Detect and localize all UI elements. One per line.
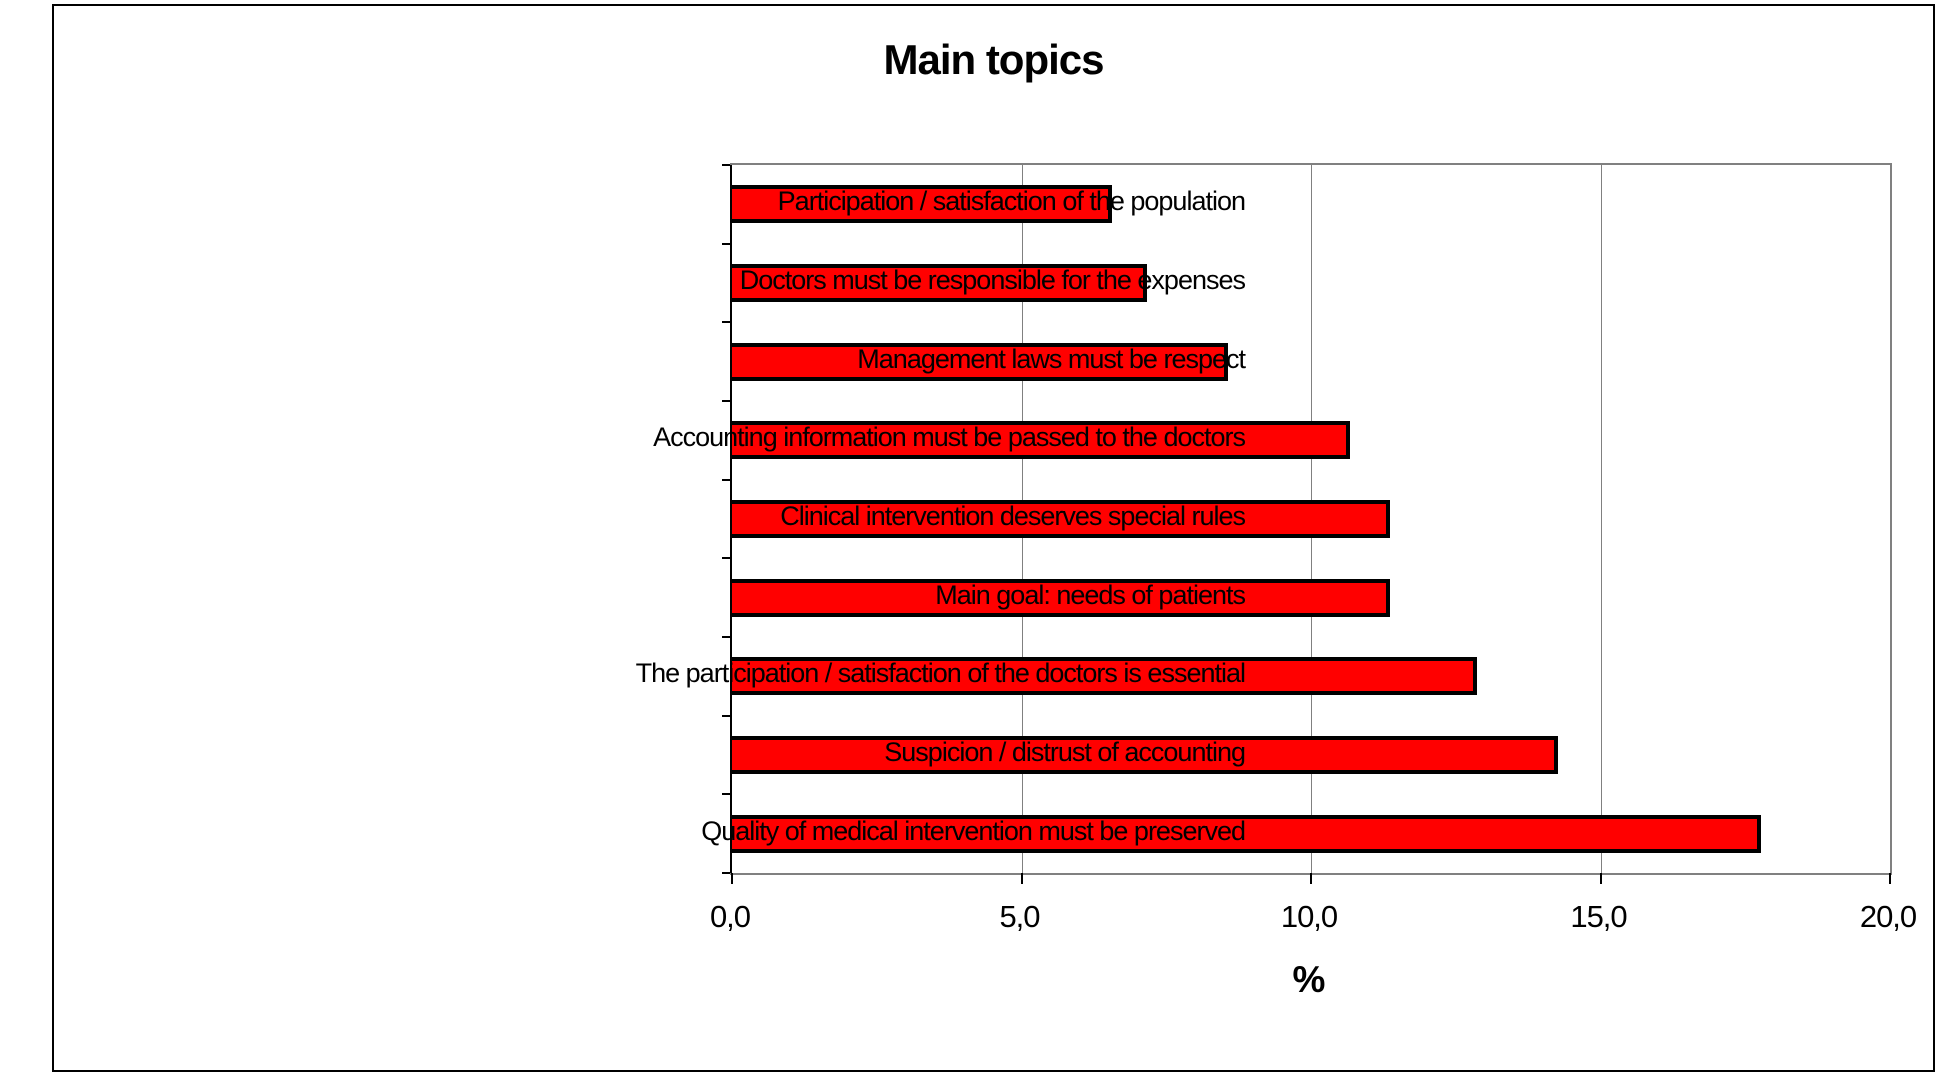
category-tick <box>722 164 730 166</box>
value-tick <box>1599 873 1602 884</box>
bar <box>732 814 1761 853</box>
value-tick-label: 0,0 <box>709 899 751 934</box>
bar <box>732 657 1478 696</box>
bar <box>732 342 1229 381</box>
category-tick <box>722 557 730 560</box>
category-label: Main goal: needs of patients <box>935 579 1246 610</box>
bar <box>732 735 1559 774</box>
value-tick <box>1310 873 1312 884</box>
category-tick <box>722 872 730 874</box>
bar-row <box>732 716 1890 795</box>
bar-row <box>732 322 1890 401</box>
category-label: Management laws must be respect <box>857 343 1246 374</box>
bar-row <box>732 165 1890 244</box>
bar <box>732 263 1148 302</box>
category-tick <box>722 478 730 481</box>
category-axis-line <box>730 165 732 873</box>
value-tick-label: 15,0 <box>1570 899 1627 934</box>
value-tick-label: 10,0 <box>1280 899 1338 934</box>
bar-row <box>732 244 1890 323</box>
bar <box>732 185 1113 224</box>
category-tick <box>722 400 730 402</box>
bar-row <box>732 480 1890 559</box>
category-label: The participation / satisfaction of the … <box>635 658 1246 689</box>
gridline <box>1600 165 1602 873</box>
plot-area <box>722 163 1892 884</box>
category-tick <box>722 793 730 796</box>
bar <box>732 578 1391 617</box>
bar <box>732 421 1350 460</box>
category-tick <box>722 242 730 245</box>
category-tick <box>722 321 730 324</box>
category-label: Accounting information must be passed to… <box>653 422 1246 453</box>
value-tick-label: 5,0 <box>999 899 1040 934</box>
x-axis-title: % <box>1292 959 1326 1000</box>
category-label: Clinical intervention deserves special r… <box>780 501 1246 531</box>
bar-row <box>732 558 1890 637</box>
value-tick-label: 20,0 <box>1859 899 1917 934</box>
value-tick <box>731 873 733 884</box>
category-tick <box>722 714 730 717</box>
bar-row <box>732 637 1890 716</box>
bar-row <box>732 794 1890 873</box>
category-tick <box>722 636 730 638</box>
chart-frame: Main topics Participation / satisfaction… <box>52 4 1935 1072</box>
value-tick <box>1020 873 1023 884</box>
category-label: Participation / satisfaction of the popu… <box>777 186 1246 217</box>
chart-title: Main topics <box>883 36 1104 83</box>
category-label: Suspicion / distrust of accounting <box>884 737 1246 767</box>
category-label: Doctors must be responsible for the expe… <box>739 265 1246 295</box>
category-label: Quality of medical intervention must be … <box>701 815 1246 846</box>
bar-row <box>732 401 1890 480</box>
value-tick <box>1889 873 1891 884</box>
bar <box>732 499 1391 538</box>
